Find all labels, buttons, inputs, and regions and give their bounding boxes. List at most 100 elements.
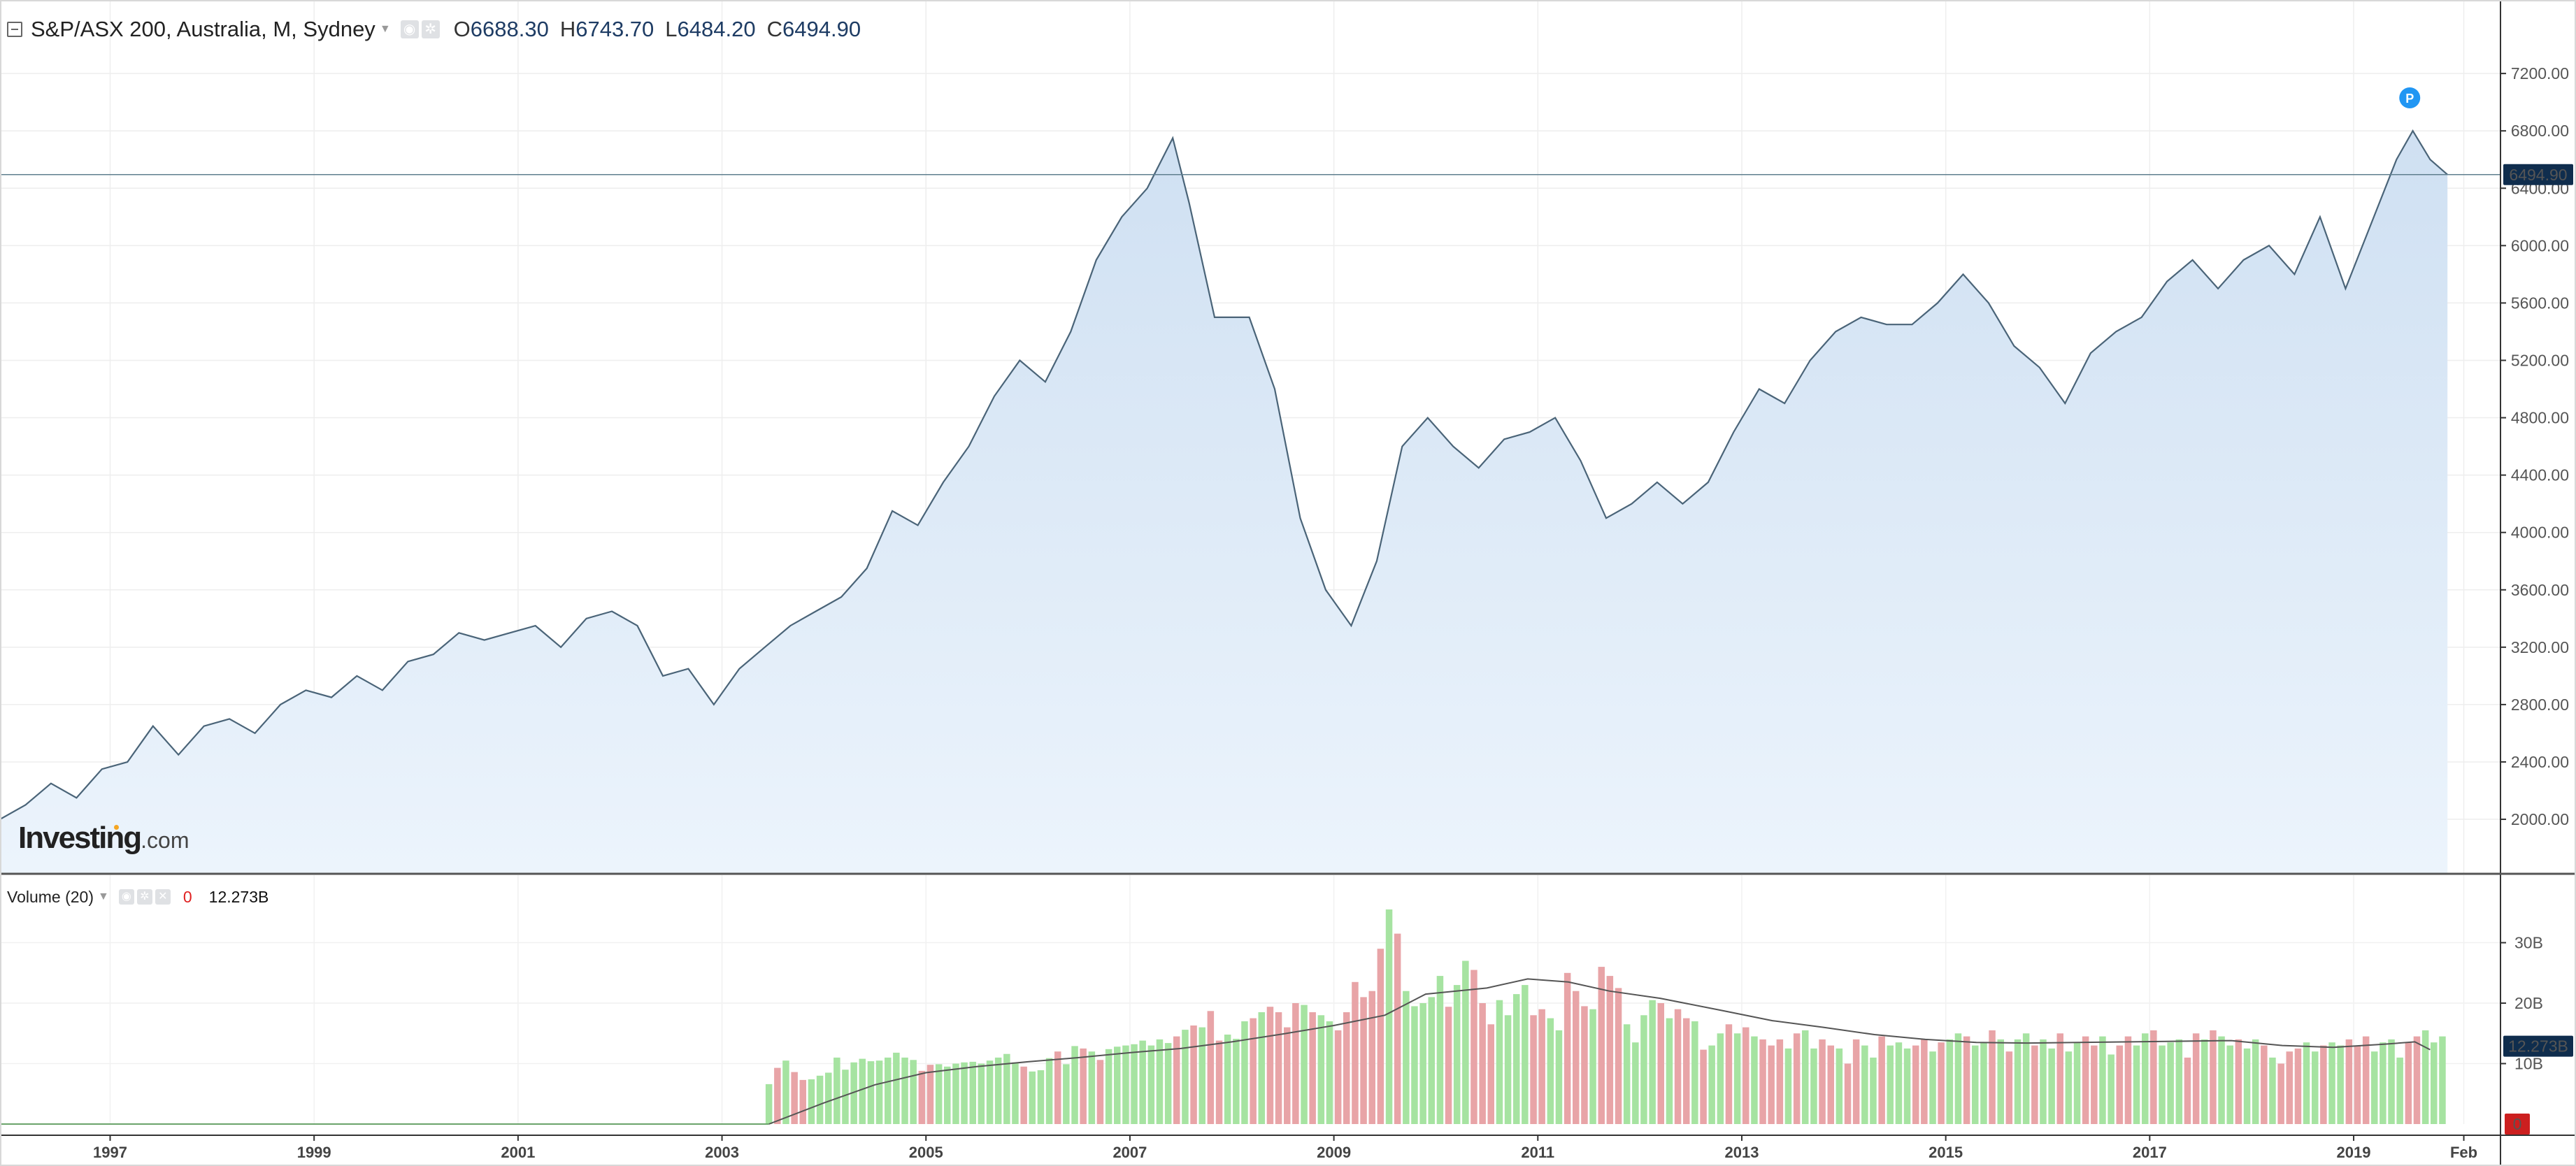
volume-bar: [935, 1064, 943, 1124]
y-tick-label: 6000.00: [2511, 236, 2569, 254]
volume-bar: [799, 1079, 806, 1124]
volume-bar: [2269, 1057, 2276, 1124]
volume-bar: [1258, 1012, 1265, 1124]
volume-bar: [2362, 1036, 2370, 1124]
volume-bar: [2218, 1036, 2225, 1124]
volume-title[interactable]: Volume (20): [7, 887, 94, 906]
volume-bar: [1615, 988, 1622, 1124]
volume-bar: [1326, 1021, 1333, 1124]
volume-bar: [2014, 1039, 2022, 1124]
y-tick-label: 7200.00: [2511, 64, 2569, 82]
volume-value-a: 0: [183, 887, 192, 906]
volume-bar: [1419, 1003, 1426, 1124]
volume-bar: [2022, 1033, 2030, 1124]
chevron-down-icon[interactable]: ▼: [98, 891, 109, 902]
x-tick-label: 1999: [297, 1144, 331, 1161]
volume-bar: [833, 1057, 840, 1124]
volume-bar: [1360, 997, 1367, 1124]
volume-bar: [2142, 1033, 2149, 1124]
volume-bar: [1462, 960, 1469, 1124]
x-tick-label: 2003: [705, 1144, 739, 1161]
instrument-title[interactable]: S&P/ASX 200, Australia, M, Sydney: [31, 17, 375, 41]
x-tick-label: 1997: [93, 1144, 127, 1161]
low-value: 6484.20: [677, 17, 756, 41]
volume-bar: [1878, 1036, 1885, 1124]
volume-bar: [1691, 1021, 1698, 1124]
volume-bar: [1403, 991, 1410, 1124]
volume-bar: [1547, 1018, 1554, 1124]
volume-bar: [1182, 1030, 1189, 1124]
price-y-axis[interactable]: 2000.00 2400.00 2800.00 3200.00 3600.00 4000.…: [2500, 64, 2569, 828]
volume-bar: [1215, 1040, 1223, 1124]
volume-bar: [1394, 933, 1401, 1124]
y-tick-label: 4400.00: [2511, 466, 2569, 484]
volume-bar: [1037, 1070, 1045, 1124]
volume-bar: [1954, 1033, 1962, 1124]
chevron-down-icon[interactable]: ▼: [379, 23, 391, 35]
high-key: H: [559, 17, 576, 41]
last-price-badge: 6494.90: [2503, 164, 2573, 185]
volume-bar: [2184, 1057, 2191, 1124]
volume-bar: [1164, 1043, 1172, 1124]
time-x-axis[interactable]: 1997 1999 2001 2003 2005 2007 2009 2011 2013 2015…: [93, 1135, 2477, 1161]
volume-bar: [2312, 1051, 2319, 1124]
volume-bar: [1114, 1046, 1121, 1124]
volume-bar: [1088, 1051, 1096, 1124]
price-line[interactable]: [0, 129, 2448, 820]
volume-zero-badge-text: 0: [2513, 1115, 2522, 1133]
x-tick-label: 2005: [909, 1144, 943, 1161]
volume-bar: [1522, 985, 1529, 1124]
volume-bar: [1241, 1021, 1248, 1124]
volume-bar: [1989, 1030, 1996, 1124]
eye-icon[interactable]: ◉: [400, 20, 419, 38]
eye-icon[interactable]: ◉: [118, 889, 134, 905]
volume-bar: [978, 1063, 985, 1124]
event-marker[interactable]: P: [2399, 87, 2421, 109]
volume-bar: [774, 1067, 781, 1124]
volume-bar: [1096, 1060, 1104, 1124]
gear-icon[interactable]: ✲: [136, 889, 152, 905]
volume-bar: [1870, 1057, 1877, 1124]
volume-bar: [1139, 1040, 1146, 1124]
y-tick-label: 2400.00: [2511, 753, 2569, 771]
volume-bar: [2261, 1045, 2268, 1124]
volume-bar: [1589, 1009, 1596, 1124]
volume-y-axis[interactable]: 10B 20B 30B: [2500, 934, 2543, 1073]
volume-bar: [1317, 1015, 1325, 1124]
volume-bar: [782, 1060, 789, 1124]
volume-bar: [961, 1062, 968, 1124]
x-tick-label: 2019: [2337, 1144, 2371, 1161]
volume-bar: [2354, 1045, 2361, 1124]
volume-bar: [2167, 1042, 2174, 1124]
volume-bar: [1352, 981, 1359, 1124]
x-tick-label: 2013: [1725, 1144, 1759, 1161]
volume-bar: [2328, 1042, 2335, 1124]
volume-bar: [969, 1061, 976, 1124]
volume-bar: [816, 1075, 824, 1124]
volume-bar: [994, 1057, 1002, 1124]
volume-bar: [1301, 1005, 1308, 1124]
volume-bar: [1292, 1003, 1299, 1124]
vol-tick-label: 10B: [2514, 1055, 2543, 1073]
volume-bar: [1334, 1030, 1342, 1124]
volume-bar: [2150, 1030, 2157, 1124]
volume-bar: [2439, 1036, 2446, 1124]
volume-bar: [2108, 1054, 2115, 1124]
volume-bar: [1530, 1015, 1537, 1124]
volume-bar: [2320, 1045, 2327, 1124]
volume-bar: [1063, 1064, 1070, 1124]
volume-bar: [2192, 1033, 2200, 1124]
volume-bar: [1071, 1046, 1078, 1124]
volume-bar: [1632, 1042, 1639, 1124]
volume-bar: [1861, 1045, 1868, 1124]
close-icon[interactable]: ✕: [155, 889, 171, 905]
volume-bar: [2210, 1030, 2217, 1124]
volume-bar: [2421, 1030, 2429, 1124]
close-key: C: [766, 17, 782, 41]
gear-icon[interactable]: ✲: [421, 20, 440, 38]
collapse-pane-icon[interactable]: [7, 22, 22, 37]
volume-bar: [850, 1062, 857, 1124]
volume-bar: [1912, 1045, 1919, 1124]
